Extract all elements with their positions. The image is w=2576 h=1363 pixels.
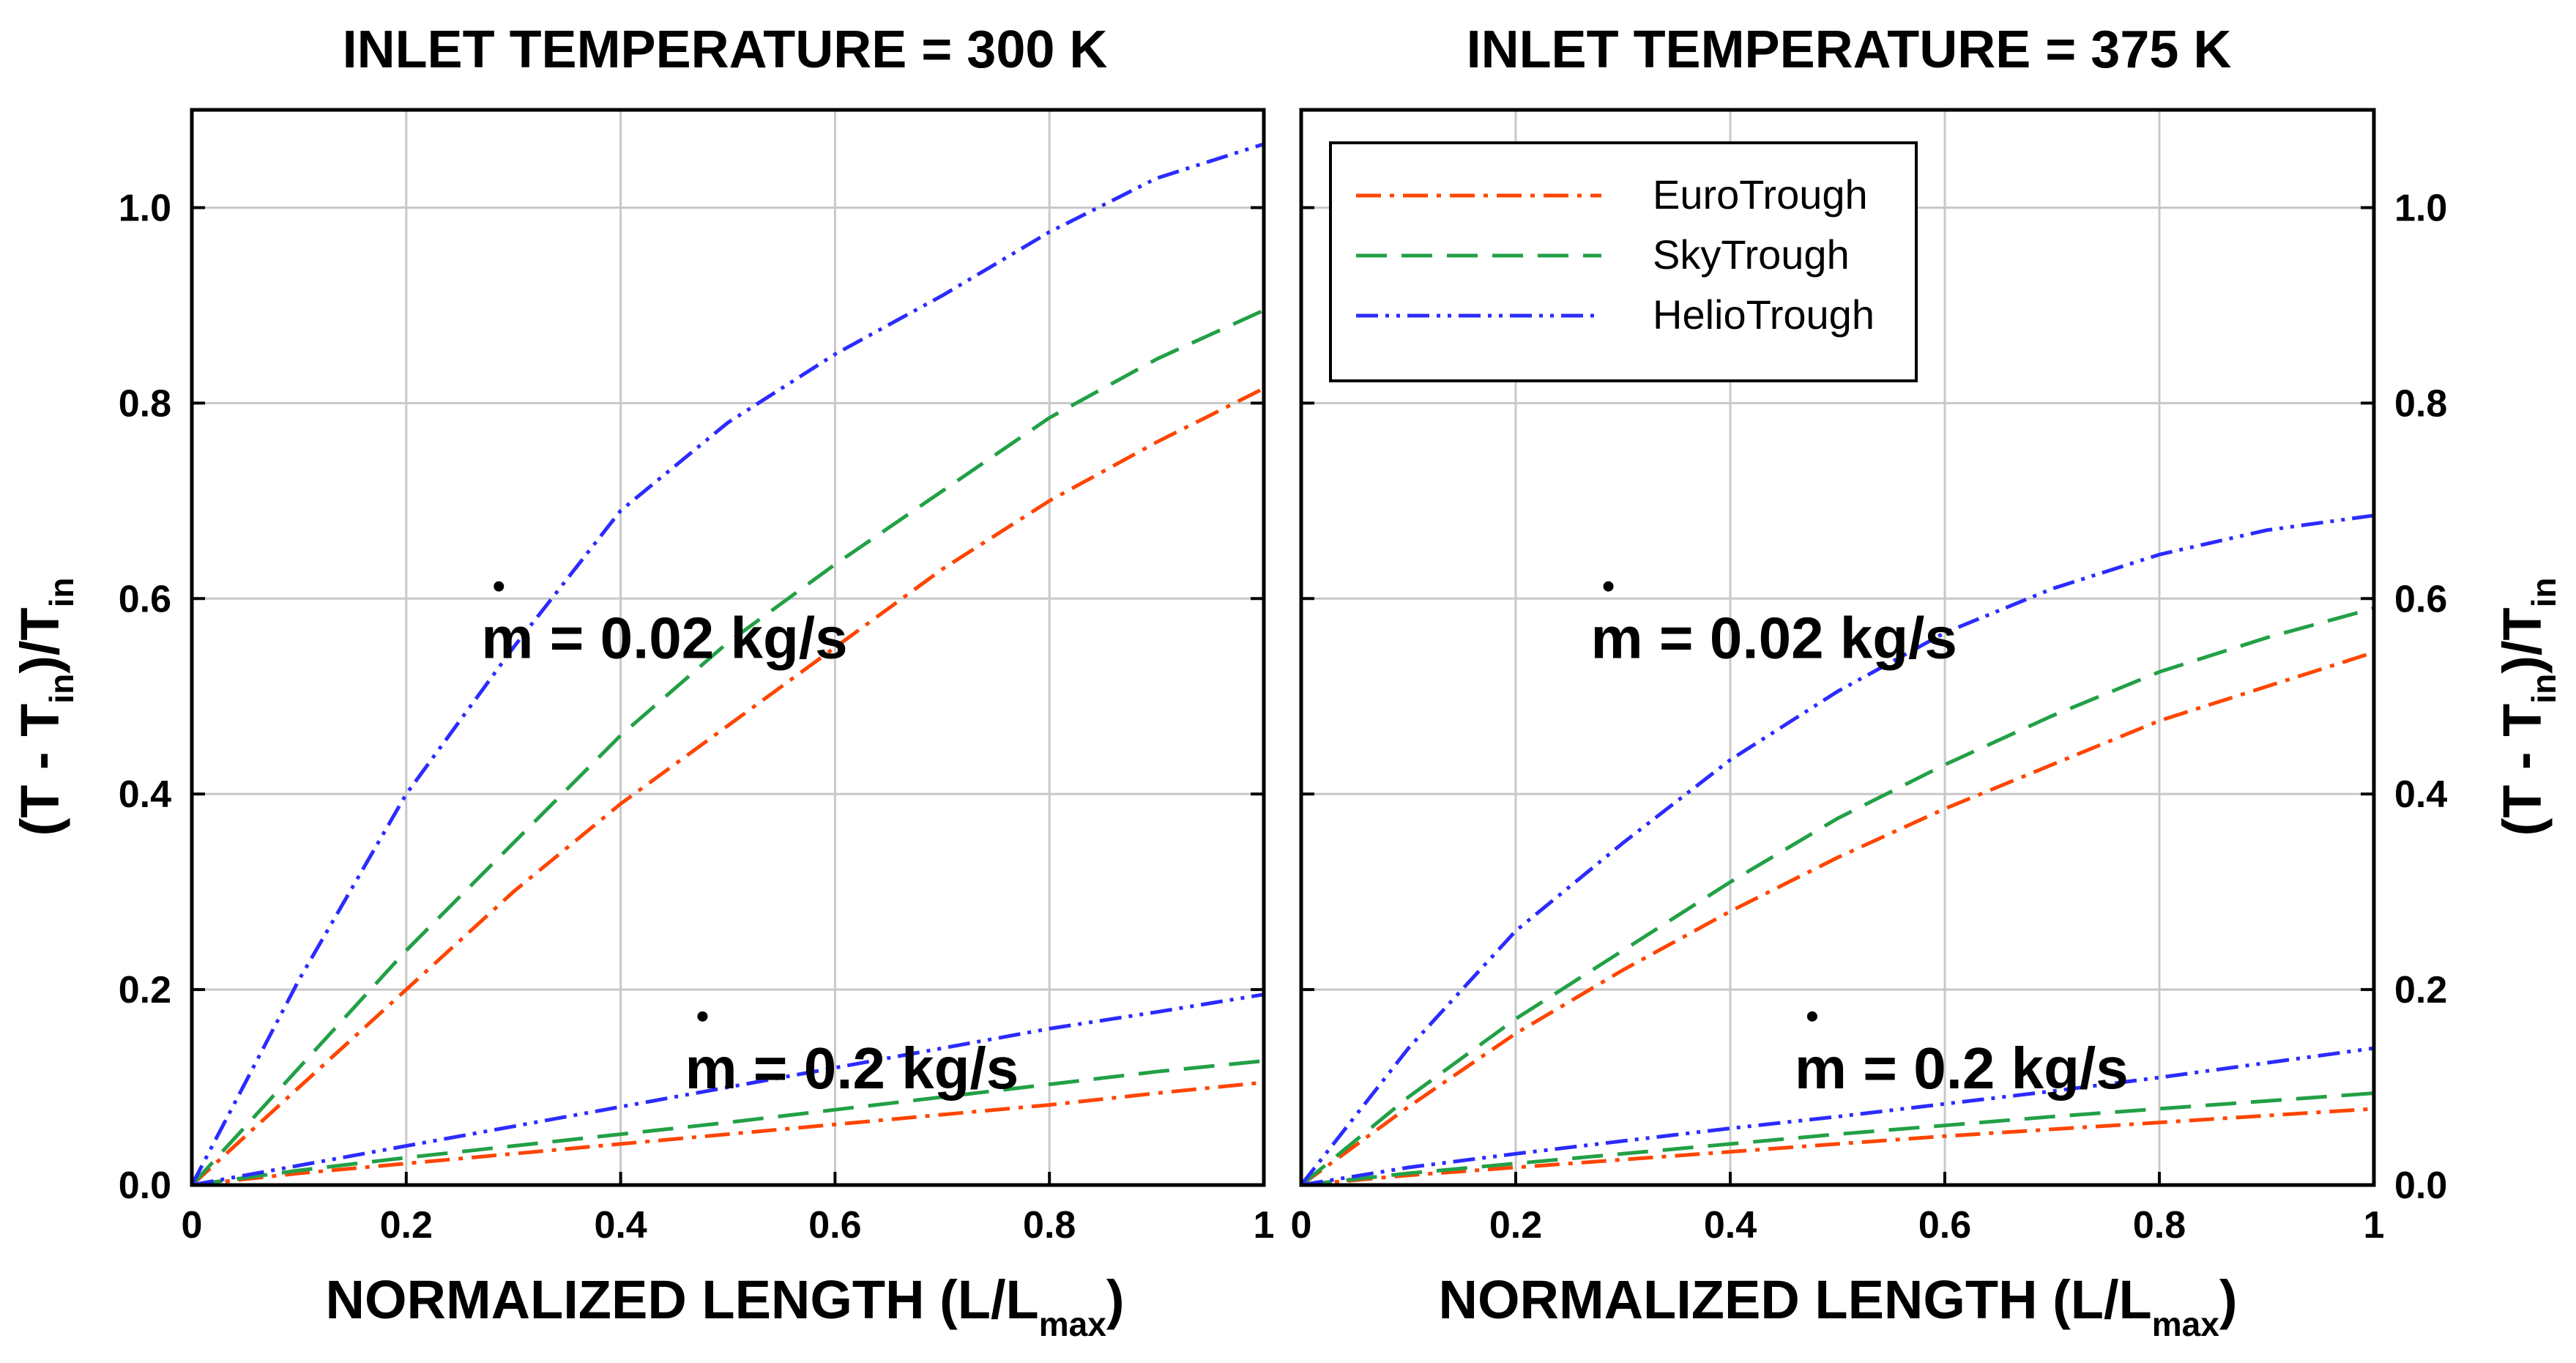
right-series-eurotrough-mdot-0_2: [1300, 1107, 2375, 1187]
right-annotation-0: m = 0.02 kg/s: [1591, 606, 1957, 671]
right-annotation-1: m = 0.2 kg/s: [1795, 1036, 2129, 1101]
left-y-tick-label-1: 0.2: [119, 969, 171, 1011]
left-x-axis-label: NORMALIZED LENGTH (L/Lmax): [326, 1269, 1125, 1343]
legend-label-heliotrough: HelioTrough: [1653, 291, 1875, 338]
plot-layer: 0 0.2 0.4 0.6 0.8 10.00.20.40.60.81.0m = 0.02…: [119, 108, 2447, 1247]
right-x-tick-label-0: 0: [1291, 1204, 1312, 1247]
right-y-tick-label-0: 0.0: [2394, 1165, 2447, 1207]
left-panel: 0 0.2 0.4 0.6 0.8 1 0.0 0.2 0.4 0.6 0.8 1.0 m = 0.02…: [119, 108, 1275, 1247]
left-plot-frame: [190, 108, 1266, 1187]
right-chart-title: INLET TEMPERATURE = 375 K: [1467, 21, 2232, 79]
right-x-tick-label-3: 0.6: [1918, 1204, 1971, 1247]
left-x-tick-label-0: 0: [182, 1204, 203, 1247]
right-series-heliotrough-mdot-0_2: [1300, 1046, 2375, 1187]
left-series-heliotrough-mdot-0_02: [190, 142, 1265, 1186]
right-x-tick-label-5: 1: [2364, 1204, 2385, 1247]
right-annotation-dot-0: [1603, 581, 1614, 592]
left-annotation-dot-1: [697, 1011, 708, 1022]
right-y-tick-label-1: 0.2: [2394, 969, 2447, 1011]
left-annotation-0: m = 0.02 kg/s: [481, 606, 847, 671]
left-y-tick-label-2: 0.4: [119, 773, 171, 816]
left-y-axis-label: (T - Tin)/Tin: [10, 578, 81, 836]
left-x-tick-label-3: 0.6: [808, 1204, 861, 1247]
left-series-eurotrough-mdot-0_2: [191, 1080, 1265, 1187]
right-series-heliotrough-mdot-0_02: [1300, 513, 2375, 1186]
left-y-tick-label-4: 0.8: [119, 382, 171, 425]
right-annotation-dot-1: [1806, 1011, 1817, 1022]
right-plot-frame: [1299, 108, 2376, 1187]
left-series-skytrough-mdot-0_02: [190, 308, 1265, 1186]
right-y-tick-label-3: 0.6: [2394, 578, 2447, 620]
right-x-tick-label-2: 0.4: [1704, 1204, 1757, 1247]
left-x-tick-label-2: 0.4: [594, 1204, 647, 1247]
right-y-tick-label-2: 0.4: [2394, 773, 2447, 816]
right-series-skytrough-mdot-0_02: [1300, 606, 2375, 1186]
right-legend: EuroTrough SkyTrough HelioTrough: [1329, 141, 1918, 382]
left-series-eurotrough-mdot-0_02: [190, 387, 1265, 1186]
right-y-tick-label-4: 0.8: [2394, 382, 2447, 425]
left-annotation-1: m = 0.2 kg/s: [685, 1036, 1019, 1101]
left-y-tick-label-3: 0.6: [119, 578, 171, 620]
legend-label-eurotrough: EuroTrough: [1653, 171, 1868, 218]
legend-label-skytrough: SkyTrough: [1653, 231, 1850, 278]
right-x-axis-label: NORMALIZED LENGTH (L/Lmax): [1439, 1269, 2238, 1343]
left-y-tick-label-5: 1.0: [119, 187, 171, 229]
left-x-tick-label-1: 0.2: [380, 1204, 433, 1247]
left-x-tick-label-5: 1: [1254, 1204, 1275, 1247]
right-y-axis-label: (T - Tin)/Tin: [2492, 578, 2563, 836]
left-x-tick-label-4: 0.8: [1023, 1204, 1076, 1247]
left-y-tick-label-0: 0.0: [119, 1165, 171, 1207]
left-annotation-dot-0: [494, 581, 505, 592]
right-panel: 0 0.2 0.4 0.6 0.8 10.0 0.2 0.4 0.6 0.8 1.0 m = 0.02…: [1291, 108, 2447, 1247]
right-y-tick-label-5: 1.0: [2394, 187, 2447, 229]
left-chart-title: INLET TEMPERATURE = 300 K: [343, 21, 1108, 79]
left-series-heliotrough-mdot-0_2: [191, 992, 1265, 1187]
right-x-tick-label-1: 0.2: [1489, 1204, 1542, 1247]
right-series-eurotrough-mdot-0_02: [1300, 650, 2375, 1187]
right-x-tick-label-4: 0.8: [2133, 1204, 2186, 1247]
